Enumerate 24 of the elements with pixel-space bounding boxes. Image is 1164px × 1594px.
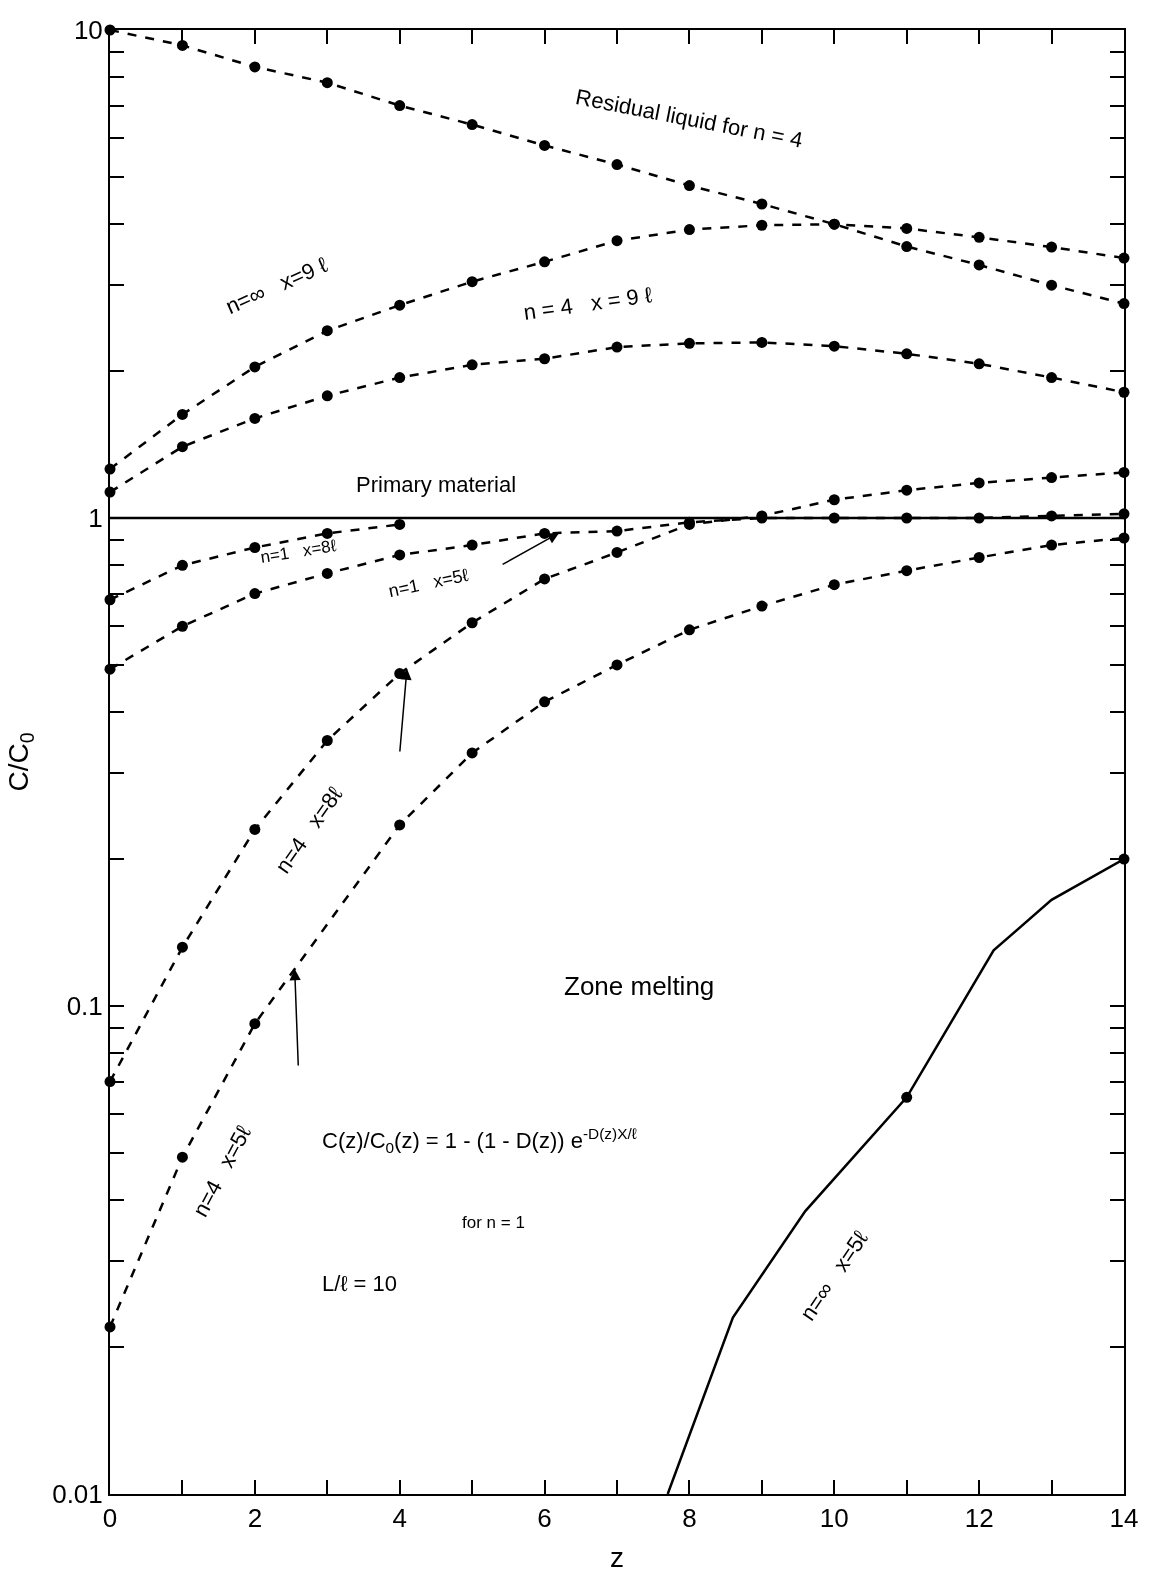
y-tick-label: 10	[73, 15, 103, 46]
annotation: for n = 1	[462, 1213, 525, 1232]
annotation: C(z)/C$_{0}$(z) = 1 - (1 - D(z)) e$^{-D(z)X/ℓ}$	[322, 1125, 637, 1156]
y-tick-label: 1	[88, 503, 103, 534]
x-tick-label: 10	[819, 1503, 849, 1534]
text: n = 4 x = 9 ℓ	[521, 282, 655, 325]
x-tick-label: 4	[392, 1503, 407, 1534]
annotation: L/ℓ = 10	[322, 1271, 398, 1296]
series-label: Primary material	[356, 472, 517, 497]
x-tick-label: 2	[247, 1503, 263, 1534]
x-tick-label: 8	[682, 1503, 697, 1534]
x-tick-label: 6	[537, 1503, 552, 1534]
text: n=1 x=8ℓ	[259, 536, 338, 567]
x-tick-label: 0	[102, 1503, 118, 1534]
x-tick-label: 12	[964, 1503, 994, 1534]
text: n=4 x=5ℓ	[187, 1120, 257, 1221]
y-tick-label: 0.01	[52, 1479, 103, 1510]
text: Residual liquid for n = 4	[573, 84, 805, 153]
x-axis-title: z	[610, 1541, 624, 1573]
x-tick-label: 14	[1109, 1503, 1139, 1534]
text: n=1 x=5ℓ	[386, 564, 471, 602]
text: n=∞ x=9 ℓ	[221, 251, 332, 320]
annotation: Zone melting	[564, 971, 715, 1001]
y-tick-label: 0.1	[66, 991, 103, 1022]
